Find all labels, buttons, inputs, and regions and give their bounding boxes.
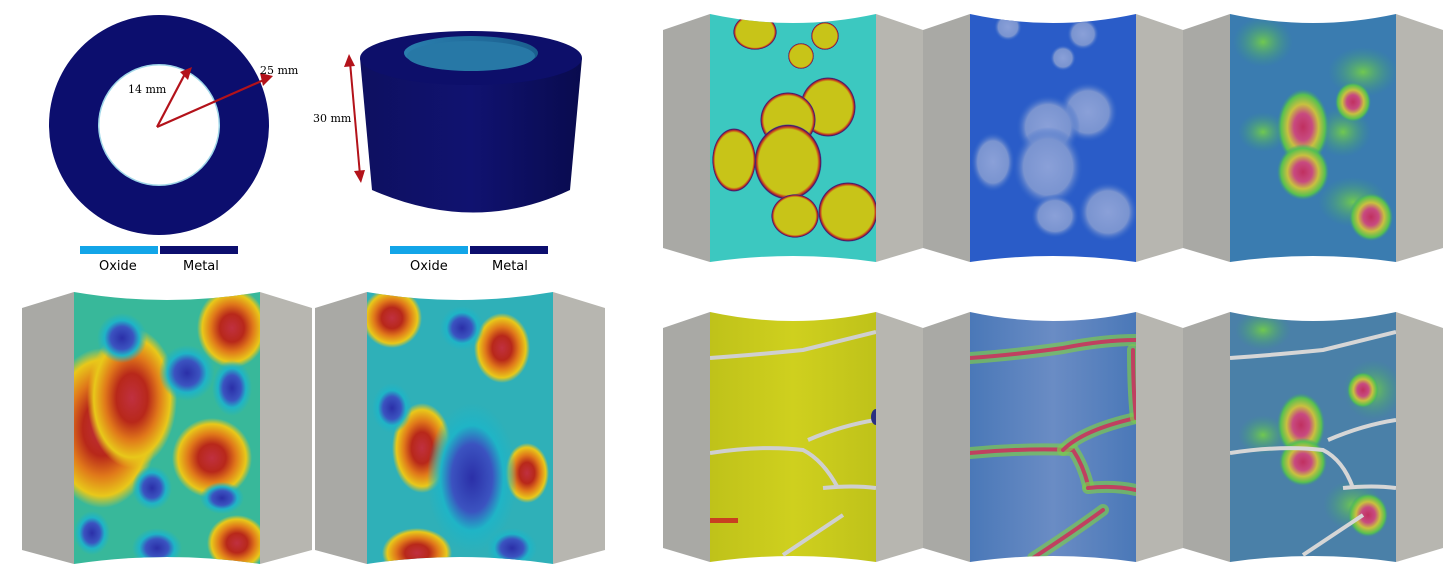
outer-radius-arrow	[156, 77, 267, 129]
random-field-2	[367, 292, 553, 564]
overlay-cracks	[1230, 312, 1396, 562]
cracks-yellow	[710, 312, 876, 562]
legend-oxide-label-2: Oxide	[410, 259, 448, 274]
legend-oxide-swatch-1	[80, 246, 158, 254]
ring-cross-section	[49, 15, 273, 235]
rf2-left-wall	[315, 292, 367, 564]
legend-metal-label-1: Metal	[183, 259, 219, 274]
legend-oxide-label-1: Oxide	[99, 259, 137, 274]
height-label: 30 mm	[313, 112, 352, 125]
rf1-right-wall	[260, 292, 312, 564]
legend-metal-swatch-1	[160, 246, 238, 254]
legend-metal-swatch-2	[470, 246, 548, 254]
legend-metal-label-2: Metal	[492, 259, 528, 274]
bottom-row-panels	[663, 312, 1443, 562]
rf2-right-wall	[553, 292, 605, 564]
random-field-1	[74, 292, 260, 564]
blue-damage	[970, 14, 1136, 262]
inner-radius-arrow	[156, 69, 188, 128]
legend-oxide-swatch-2	[390, 246, 468, 254]
overlay-damage	[1230, 14, 1396, 262]
top-row-panels	[663, 14, 1443, 262]
random-field-panels	[22, 292, 605, 564]
outer-radius-label: 25 mm	[260, 64, 299, 77]
crack-field-blue	[970, 312, 1136, 562]
inner-radius-label: 14 mm	[128, 83, 167, 96]
rf1-left-wall	[22, 292, 74, 564]
height-arrow	[349, 61, 361, 176]
cylinder-3d	[344, 31, 582, 213]
phase-field-yellow	[710, 14, 876, 262]
